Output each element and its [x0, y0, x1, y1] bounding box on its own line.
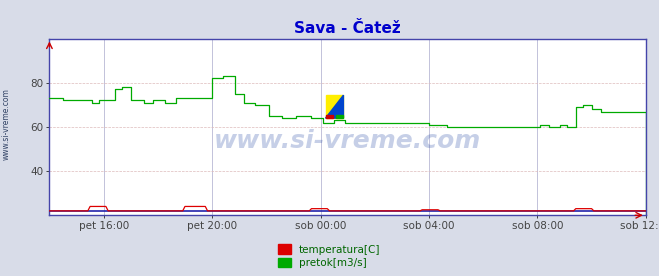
Text: www.si-vreme.com: www.si-vreme.com	[214, 129, 481, 153]
Bar	[336, 115, 343, 118]
Text: www.si-vreme.com: www.si-vreme.com	[2, 88, 11, 160]
Bar	[326, 115, 333, 118]
Legend: temperatura[C], pretok[m3/s]: temperatura[C], pretok[m3/s]	[278, 245, 381, 268]
Polygon shape	[326, 95, 343, 118]
Bar	[326, 95, 343, 118]
Title: Sava - Čatež: Sava - Čatež	[295, 21, 401, 36]
